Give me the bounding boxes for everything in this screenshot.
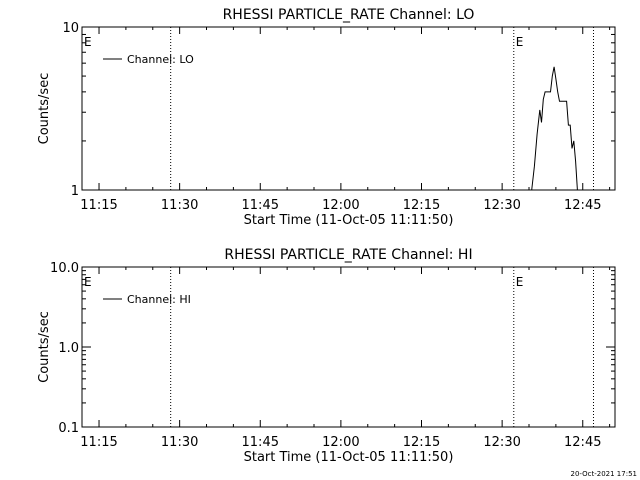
plot-frame	[81, 26, 616, 191]
y-tick-label: 0.1	[58, 421, 79, 436]
y-tick-label: 1.0	[58, 341, 79, 356]
legend-entry: Channel: HI	[127, 293, 191, 306]
x-tick-label: 12:30	[483, 198, 520, 213]
chart-title: RHESSI PARTICLE_RATE Channel: HI	[224, 247, 472, 263]
x-axis-label: Start Time (11-Oct-05 11:11:50)	[244, 213, 454, 228]
legend-entry: Channel: LO	[127, 53, 194, 66]
x-tick-label: 11:15	[80, 435, 117, 450]
x-tick-label: 12:00	[322, 198, 359, 213]
y-axis-label: Counts/sec	[37, 311, 52, 383]
x-tick-label: 12:15	[403, 198, 440, 213]
x-tick-label: 11:45	[242, 435, 279, 450]
x-axis-label: Start Time (11-Oct-05 11:11:50)	[244, 450, 454, 465]
x-tick-label: 12:00	[322, 435, 359, 450]
x-tick-label: 11:30	[161, 198, 198, 213]
y-axis-label: Counts/sec	[37, 73, 52, 145]
start-marker-label: E	[84, 35, 92, 49]
x-tick-label: 12:30	[483, 435, 520, 450]
x-tick-label: 12:45	[564, 435, 601, 450]
chart-panel-0: RHESSI PARTICLE_RATE Channel: LO 11:15 11:…	[37, 7, 616, 228]
series-line-0	[531, 66, 578, 191]
event-marker-label: E	[516, 275, 524, 289]
x-tick-label: 11:45	[242, 198, 279, 213]
y-tick-label: 10	[62, 21, 79, 36]
chart-title: RHESSI PARTICLE_RATE Channel: LO	[223, 7, 475, 23]
x-tick-label: 12:45	[564, 198, 601, 213]
x-tick-label: 11:15	[80, 198, 117, 213]
chart-panel-1: RHESSI PARTICLE_RATE Channel: HI 11:15 11:…	[37, 247, 616, 465]
y-tick-label: 1	[71, 184, 79, 199]
y-tick-label: 10.0	[50, 261, 79, 276]
event-marker-label: E	[516, 35, 524, 49]
start-marker-label: E	[84, 275, 92, 289]
footer-timestamp: 20-Oct-2021 17:51	[571, 470, 637, 478]
x-tick-label: 11:30	[161, 435, 198, 450]
x-tick-label: 12:15	[403, 435, 440, 450]
